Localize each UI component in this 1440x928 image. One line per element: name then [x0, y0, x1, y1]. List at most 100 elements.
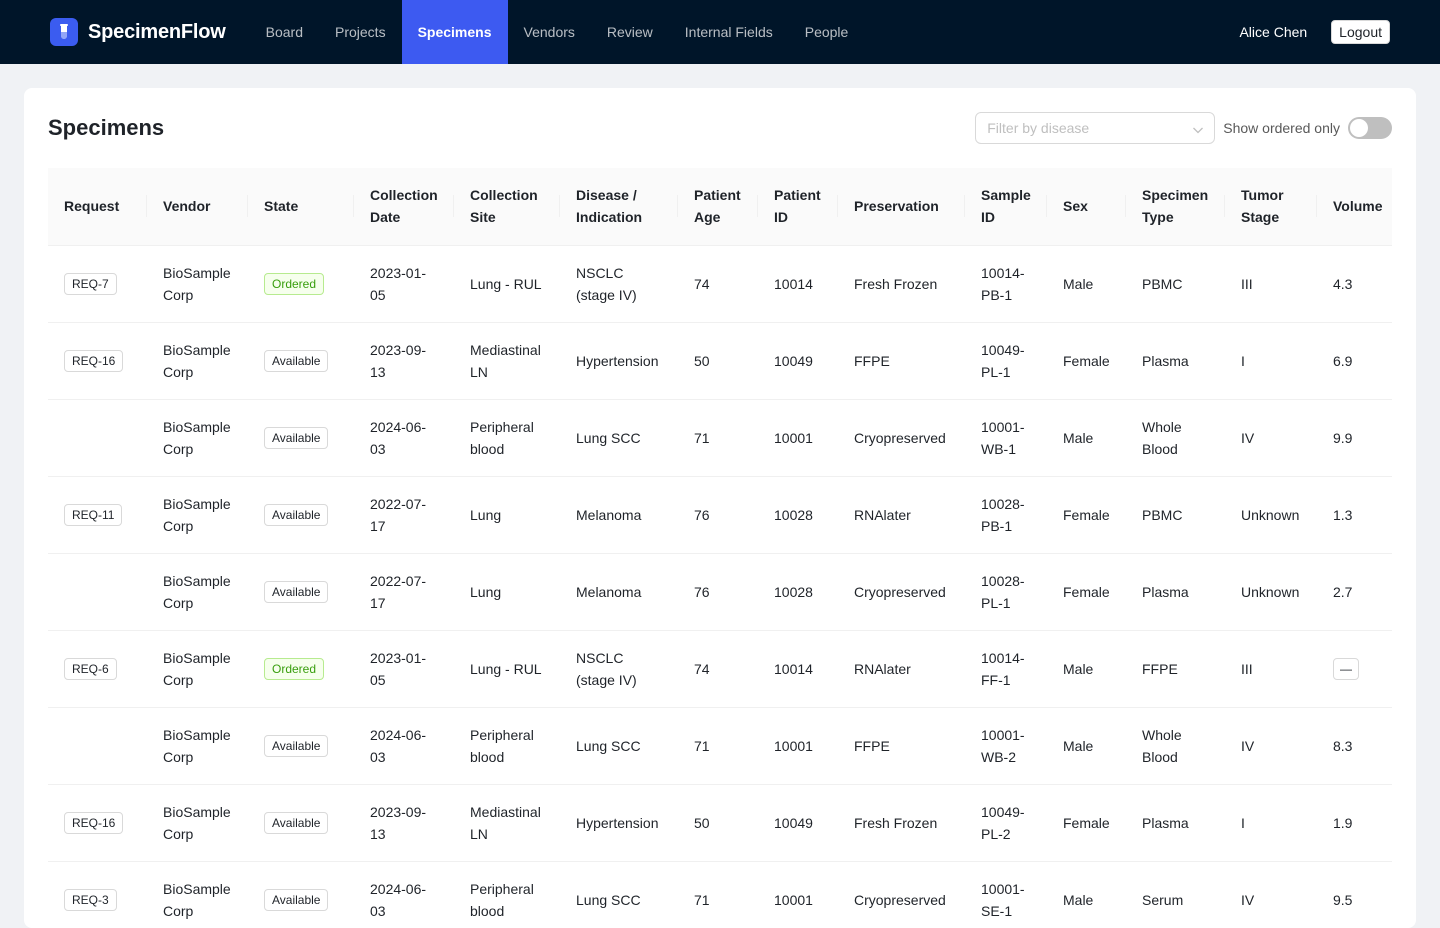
column-header-vendor[interactable]: Vendor: [147, 168, 248, 246]
ordered-only-toggle[interactable]: [1348, 117, 1392, 139]
top-nav-bar: SpecimenFlow Board Projects Specimens Vendo…: [0, 0, 1440, 64]
cell-sample-id: 10001- SE-1: [965, 861, 1047, 928]
table-row[interactable]: BioSample Corp Available 2024-06- 03 Peripher…: [48, 707, 1392, 785]
table-row[interactable]: REQ-6 BioSample Corp Ordered 2023-01- 05 Lung …: [48, 630, 1392, 708]
collection-date-text: 2023-09-: [370, 803, 427, 820]
table-row[interactable]: REQ-16 BioSample Corp Available 2023-09- 13 Me…: [48, 784, 1392, 862]
page-title: Specimens: [48, 115, 165, 140]
column-header-text: Site: [470, 209, 496, 226]
collection-date-text: 2024-06-: [370, 880, 427, 897]
column-header-tumor-stage[interactable]: Tumor Stage: [1225, 168, 1317, 246]
cell-collection-date: 2022-07- 17: [354, 476, 454, 554]
cell-tumor-stage: IV: [1225, 707, 1317, 785]
request-tag[interactable]: REQ-3: [64, 889, 117, 911]
column-header-specimen-type[interactable]: Specimen Type: [1126, 168, 1225, 246]
brand[interactable]: SpecimenFlow: [50, 18, 226, 46]
status-badge: Ordered: [264, 658, 325, 680]
cell-disease: Hypertension: [560, 322, 678, 400]
collection-site-text: Peripheral: [470, 418, 534, 435]
table-row[interactable]: BioSample Corp Available 2024-06- 03 Peripher…: [48, 399, 1392, 477]
cell-patient-id: 10014: [758, 245, 838, 323]
nav-item-board[interactable]: Board: [265, 24, 303, 40]
cell-vendor: BioSample Corp: [147, 784, 248, 862]
status-badge: Available: [264, 350, 329, 372]
status-badge: Available: [264, 735, 329, 757]
cell-preservation: FFPE: [838, 707, 965, 785]
sample-id-text: PL-1: [981, 363, 1011, 380]
table-row[interactable]: BioSample Corp Available 2022-07- 17 Lung Mela…: [48, 553, 1392, 631]
cell-request: REQ-16: [48, 322, 147, 400]
request-tag[interactable]: REQ-6: [64, 658, 117, 680]
request-tag[interactable]: REQ-7: [64, 273, 117, 295]
cell-preservation: Cryopreserved: [838, 553, 965, 631]
table-row[interactable]: REQ-11 BioSample Corp Available 2022-07- 17 Lu…: [48, 476, 1392, 554]
collection-site-text: Lung: [470, 506, 502, 523]
nav-item-projects[interactable]: Projects: [335, 24, 386, 40]
nav-item-vendors[interactable]: Vendors: [523, 24, 575, 40]
status-badge: Available: [264, 889, 329, 911]
disease-filter-select[interactable]: Filter by disease: [975, 112, 1216, 144]
request-tag[interactable]: REQ-11: [64, 504, 123, 526]
column-header-patient-id[interactable]: Patient ID: [758, 168, 838, 246]
table-row[interactable]: REQ-7 BioSample Corp Ordered 2023-01- 05 Lung …: [48, 245, 1392, 323]
volume-text: 4.3: [1333, 275, 1353, 292]
column-header-state[interactable]: State: [248, 168, 354, 246]
cell-sex: Female: [1047, 553, 1126, 631]
logout-button[interactable]: Logout: [1331, 20, 1390, 44]
column-header-text: Type: [1142, 209, 1174, 226]
cell-collection-date: 2024-06- 03: [354, 861, 454, 928]
column-header-patient-age[interactable]: Patient Age: [678, 168, 758, 246]
column-header-text: Patient: [774, 187, 821, 204]
nav-item-review[interactable]: Review: [606, 24, 653, 40]
sample-id-text: PB-1: [981, 517, 1013, 534]
vendor-text: BioSample: [163, 803, 231, 820]
cell-request: [48, 399, 147, 477]
nav-item-people[interactable]: People: [804, 24, 849, 40]
column-header-volume[interactable]: Volume: [1317, 168, 1392, 246]
cell-specimen-type: Plasma: [1126, 322, 1225, 400]
column-header-request[interactable]: Request: [48, 168, 147, 246]
status-badge: Available: [264, 504, 329, 526]
collection-date-text: 17: [370, 517, 386, 534]
specimen-type-text: PBMC: [1142, 275, 1183, 292]
specimen-type-text: Whole: [1142, 726, 1182, 743]
collection-date-text: 03: [370, 902, 386, 919]
cell-state: Available: [248, 322, 354, 400]
cell-patient-age: 71: [678, 399, 758, 477]
cell-vendor: BioSample Corp: [147, 245, 248, 323]
column-header-preservation[interactable]: Preservation: [838, 168, 965, 246]
request-tag[interactable]: REQ-16: [64, 812, 124, 834]
column-header-sample-id[interactable]: Sample ID: [965, 168, 1047, 246]
vendor-text: BioSample: [163, 264, 231, 281]
request-tag[interactable]: REQ-16: [64, 350, 124, 372]
table-row[interactable]: REQ-3 BioSample Corp Available 2024-06- 03 Per…: [48, 861, 1392, 928]
disease-text: Lung SCC: [576, 737, 641, 754]
collection-date-text: 03: [370, 748, 386, 765]
collection-date-text: 2023-01-: [370, 649, 427, 666]
cell-state: Ordered: [248, 245, 354, 323]
cell-request: REQ-16: [48, 784, 147, 862]
cell-tumor-stage: I: [1225, 322, 1317, 400]
column-header-collection-site[interactable]: Collection Site: [454, 168, 560, 246]
sample-id-text: 10001-: [981, 418, 1025, 435]
sample-id-text: FF-1: [981, 671, 1011, 688]
column-header-text: ID: [981, 209, 995, 226]
cell-disease: NSCLC (stage IV): [560, 630, 678, 708]
column-header-disease-indication[interactable]: Disease / Indication: [560, 168, 678, 246]
set-volume-button[interactable]: —: [1333, 658, 1359, 680]
cell-collection-site: Lung: [454, 476, 560, 554]
specimens-card: Specimens Filter by disease Show ordered…: [24, 88, 1416, 928]
table-row[interactable]: REQ-16 BioSample Corp Available 2023-09- 13 Me…: [48, 322, 1392, 400]
column-header-collection-date[interactable]: Collection Date: [354, 168, 454, 246]
volume-text: 9.9: [1333, 429, 1353, 446]
column-header-text: Preservation: [854, 198, 939, 215]
cell-volume: 4.3: [1317, 245, 1392, 323]
column-header-sex[interactable]: Sex: [1047, 168, 1126, 246]
cell-preservation: Fresh Frozen: [838, 245, 965, 323]
nav-item-specimens[interactable]: Specimens: [401, 0, 508, 64]
column-header-text: Date: [370, 209, 401, 226]
column-divider: [1224, 195, 1225, 218]
cell-preservation: Cryopreserved: [838, 399, 965, 477]
nav-item-internal-fields[interactable]: Internal Fields: [684, 24, 773, 40]
cell-sex: Female: [1047, 322, 1126, 400]
